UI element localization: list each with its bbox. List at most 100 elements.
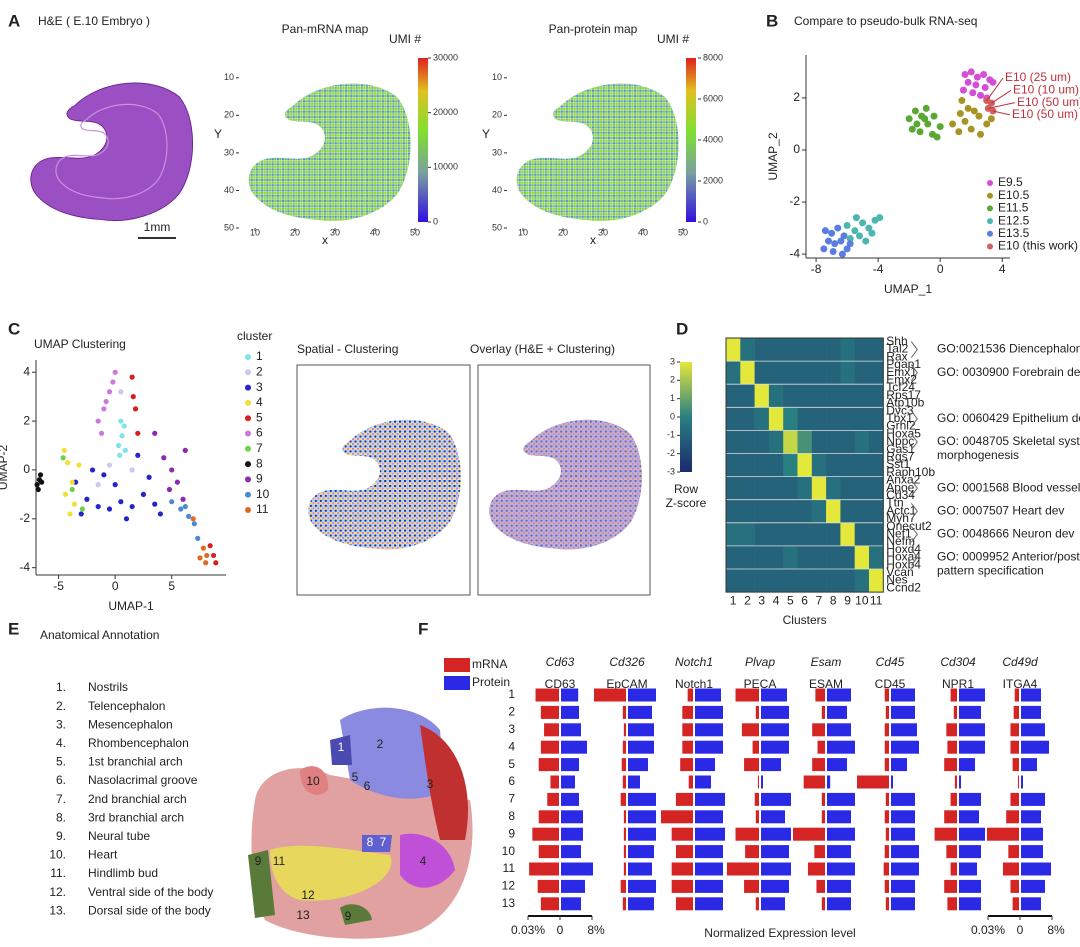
mrna-bar xyxy=(594,688,626,702)
point xyxy=(103,398,109,405)
protein-bar xyxy=(695,827,725,841)
colorbar-title: UMI # xyxy=(389,32,421,46)
heatmap-cell xyxy=(754,476,770,500)
y-tick-label: -2 xyxy=(789,194,800,208)
heatmap-cell xyxy=(811,545,827,570)
point xyxy=(981,84,989,92)
point xyxy=(987,115,995,123)
mrna-bar xyxy=(884,723,889,737)
x-tick-label: 11 xyxy=(870,593,883,607)
mrna-bar xyxy=(953,705,957,719)
region-label: 6 xyxy=(364,779,371,793)
x-tick-label: 4 xyxy=(773,593,780,607)
point xyxy=(924,120,932,128)
mrna-bar xyxy=(538,845,559,859)
legend-label: 4 xyxy=(256,395,263,409)
mrna-bar xyxy=(682,705,693,719)
x-tick-label: 8% xyxy=(1047,923,1065,937)
heatmap-cell xyxy=(811,499,827,524)
x-label: UMAP_1 xyxy=(884,282,932,296)
point xyxy=(846,240,854,248)
point xyxy=(868,229,876,237)
protein-name: Notch1 xyxy=(675,677,713,691)
mrna-bar xyxy=(884,688,889,702)
go-term: GO: 0001568 Blood vessel c xyxy=(937,480,1080,494)
point xyxy=(106,462,113,468)
protein-bar xyxy=(628,845,654,859)
heatmap-cell xyxy=(854,453,870,477)
x-tick-label: 0.03% xyxy=(511,923,545,937)
spatial-title: Spatial - Clustering xyxy=(297,342,398,356)
annotation-item: Ventral side of the body xyxy=(88,885,213,899)
point xyxy=(169,467,175,473)
go-term: GO: 0048705 Skeletal syster xyxy=(937,434,1080,448)
heatmap-cell xyxy=(826,338,841,362)
annotation: E10 (50 um) s1 xyxy=(1017,95,1080,109)
point xyxy=(35,486,41,493)
gene-label: Pgap1 xyxy=(886,357,921,371)
protein-name: CD63 xyxy=(545,677,576,691)
protein-bar xyxy=(959,758,975,772)
point xyxy=(161,455,167,461)
x-tick-label: 8% xyxy=(587,923,605,937)
protein-bar xyxy=(1021,827,1043,841)
protein-name: ITGA4 xyxy=(1003,677,1038,691)
gene-name: Cd63 xyxy=(546,655,575,669)
region-label: 8 xyxy=(367,835,374,849)
protein-bar xyxy=(827,897,851,911)
row-label: 6 xyxy=(508,774,515,788)
mrna-bar xyxy=(884,740,889,754)
point xyxy=(977,130,985,138)
go-bracket xyxy=(910,526,918,543)
point xyxy=(933,133,941,141)
point xyxy=(989,78,997,86)
y-tick-label: 30 xyxy=(492,147,502,157)
heatmap-cell xyxy=(768,499,784,524)
annotation-item: Hindlimb bud xyxy=(88,866,158,880)
heatmap-cell xyxy=(826,499,841,524)
row-label: 10 xyxy=(502,844,516,858)
protein-bar xyxy=(628,879,656,893)
row-label: 9 xyxy=(508,826,515,840)
point xyxy=(911,107,919,115)
gene-label: Tal2 xyxy=(886,342,908,356)
point xyxy=(852,214,860,222)
mrna-bar xyxy=(1017,775,1019,789)
protein-bar xyxy=(561,879,585,893)
map-title: Pan-protein map xyxy=(549,22,638,36)
point xyxy=(95,418,101,424)
protein-bar xyxy=(891,688,915,702)
mrna-bar xyxy=(623,862,626,876)
point xyxy=(101,406,107,412)
protein-name: NPR1 xyxy=(942,677,974,691)
region-label: 1 xyxy=(338,740,345,754)
y-tick-label: -2 xyxy=(19,511,30,525)
point xyxy=(956,110,964,118)
legend-swatch xyxy=(987,192,993,199)
mrna-bar xyxy=(744,758,759,772)
region-label: 12 xyxy=(301,888,315,902)
mrna-bar xyxy=(1008,845,1019,859)
protein-bar xyxy=(561,897,581,911)
heatmap-cell xyxy=(754,338,770,362)
legend-swatch xyxy=(444,658,470,672)
row-label: 11 xyxy=(503,861,516,875)
annotation-number: 2. xyxy=(56,699,66,713)
protein-bar xyxy=(827,688,851,702)
gene-label: Nppc xyxy=(886,434,914,448)
heatmap-cell xyxy=(726,522,741,547)
x-tick-label: 4 xyxy=(999,262,1006,276)
mrna-bar xyxy=(622,897,626,911)
protein-bar xyxy=(1021,879,1045,893)
heatmap-cell xyxy=(768,476,784,500)
protein-bar xyxy=(827,792,855,806)
point xyxy=(122,447,128,453)
legend-swatch xyxy=(245,369,251,376)
point xyxy=(180,496,186,502)
protein-bar xyxy=(695,775,711,789)
row-label: 1 xyxy=(508,687,515,701)
heatmap-cell xyxy=(854,430,870,454)
heatmap-cell xyxy=(811,476,827,500)
mrna-bar xyxy=(944,810,957,824)
protein-bar xyxy=(695,792,725,806)
